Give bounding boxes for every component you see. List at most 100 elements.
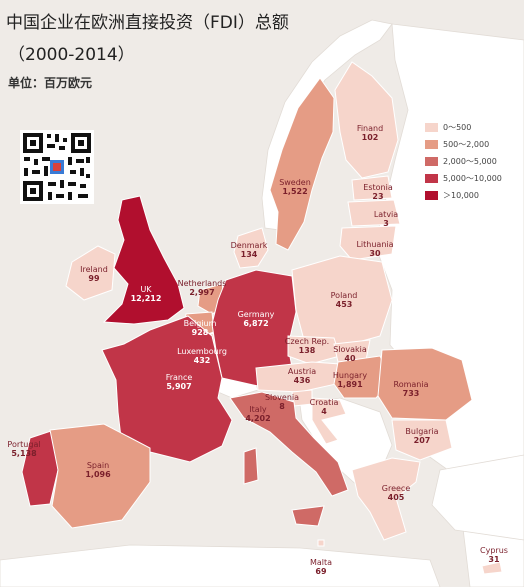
country-finland — [334, 61, 399, 179]
country-spain — [49, 423, 151, 529]
country-romania — [377, 347, 473, 421]
label-bulgaria: Bulgaria 207 — [405, 427, 438, 445]
legend-label: 2,000～5,000 — [443, 157, 497, 166]
country-value: 2,997 — [189, 288, 215, 297]
label-france: France 5,907 — [166, 373, 193, 391]
country-name: Netherlands — [177, 279, 227, 288]
legend-label: 0～500 — [443, 123, 472, 132]
legend-item: 5,000～10,000 — [425, 173, 502, 184]
country-name: France — [165, 373, 193, 382]
label-netherlands: Netherlands 2,997 — [178, 279, 227, 297]
unit-label: 单位：百万欧元 — [8, 76, 93, 90]
country-name: Belgium — [183, 319, 217, 328]
country-sicily — [291, 505, 325, 527]
country-name: Croatia — [309, 398, 339, 407]
label-czech: Czech Rep. 138 — [285, 337, 329, 355]
legend-swatch — [425, 123, 438, 132]
page-title: 中国企业在欧洲直接投资（FDI）总额 — [6, 13, 289, 33]
country-value: 1,522 — [282, 187, 308, 196]
label-romania: Romania 733 — [394, 380, 429, 398]
country-value: 432 — [193, 356, 211, 365]
label-ireland: Ireland 99 — [80, 265, 108, 283]
label-portugal: Portugal 5,138 — [7, 440, 40, 458]
country-value: 405 — [387, 493, 405, 502]
label-croatia: Croatia 4 — [310, 398, 339, 416]
country-name: Germany — [237, 310, 275, 319]
country-croatia — [311, 397, 347, 445]
country-name: Czech Rep. — [284, 337, 330, 346]
country-name: Ireland — [80, 265, 108, 274]
country-sardinia — [243, 447, 259, 485]
country-value: 207 — [413, 436, 431, 445]
legend-item: 500～2,000 — [425, 139, 502, 150]
country-value: 102 — [361, 133, 379, 142]
country-hungary — [333, 355, 393, 399]
country-name: Slovenia — [264, 393, 300, 402]
country-france — [101, 315, 233, 463]
country-name: Malta — [309, 558, 333, 567]
country-value: 4 — [321, 407, 327, 416]
land-turkey — [431, 454, 524, 541]
country-value: 12,212 — [130, 294, 162, 303]
country-name: Hungary — [332, 371, 368, 380]
country-estonia — [351, 175, 393, 201]
country-name: Finand — [356, 124, 384, 133]
country-italy — [229, 391, 349, 497]
legend-swatch — [425, 157, 438, 166]
country-value: 6,872 — [243, 319, 269, 328]
country-name: Denmark — [230, 241, 268, 250]
country-latvia — [347, 199, 401, 227]
label-malta: Malta 69 — [310, 558, 332, 576]
page-subtitle: （2000-2014） — [8, 45, 135, 65]
legend-swatch — [425, 191, 438, 200]
legend-swatch — [425, 140, 438, 149]
country-value: 5,907 — [166, 382, 192, 391]
country-value: 40 — [344, 354, 356, 363]
label-luxembourg: Luxembourg 432 — [177, 347, 227, 365]
country-value: 436 — [293, 376, 311, 385]
country-malta — [317, 539, 325, 547]
country-value: 138 — [298, 346, 316, 355]
label-latvia: Latvia 3 — [374, 210, 398, 228]
legend-item: 0～500 — [425, 122, 502, 133]
country-name: Bulgaria — [405, 427, 439, 436]
country-value: 23 — [372, 192, 384, 201]
country-value: 4,202 — [245, 414, 271, 423]
country-name: Sweden — [279, 178, 311, 187]
country-lithuania — [339, 225, 397, 261]
land-north-africa — [0, 544, 441, 587]
country-value: 5,138 — [11, 449, 37, 458]
label-italy: Italy 4,202 — [245, 405, 270, 423]
label-greece: Greece 405 — [382, 484, 410, 502]
country-bulgaria — [391, 419, 453, 461]
country-name: Italy — [249, 405, 267, 414]
country-cyprus — [481, 561, 503, 575]
country-name: Austria — [287, 367, 317, 376]
label-denmark: Denmark 134 — [231, 241, 268, 259]
country-value: 453 — [335, 300, 353, 309]
country-uk — [102, 195, 185, 325]
country-sweden — [269, 77, 335, 251]
country-value: 30 — [369, 249, 381, 258]
qr-code-icon — [20, 130, 94, 204]
legend: 0～500 500～2,000 2,000～5,000 5,000～10,000… — [425, 122, 502, 207]
label-slovenia: Slovenia 8 — [265, 393, 299, 411]
country-value: 1,096 — [85, 470, 111, 479]
country-name: Latvia — [373, 210, 399, 219]
country-name: Lithuania — [356, 240, 394, 249]
label-finland: Finand 102 — [357, 124, 383, 142]
country-name: Greece — [381, 484, 411, 493]
label-germany: Germany 6,872 — [238, 310, 275, 328]
country-value: 928 — [191, 328, 209, 337]
label-cyprus: Cyprus 31 — [480, 546, 508, 564]
label-belgium: Belgium 928 — [184, 319, 217, 337]
label-uk: UK 12,212 — [131, 285, 162, 303]
country-name: Slovakia — [333, 345, 367, 354]
country-ireland — [65, 245, 116, 301]
label-poland: Poland 453 — [331, 291, 358, 309]
country-name: Luxembourg — [177, 347, 227, 356]
country-denmark — [233, 227, 269, 269]
country-name: Spain — [86, 461, 110, 470]
country-name: UK — [140, 285, 152, 294]
